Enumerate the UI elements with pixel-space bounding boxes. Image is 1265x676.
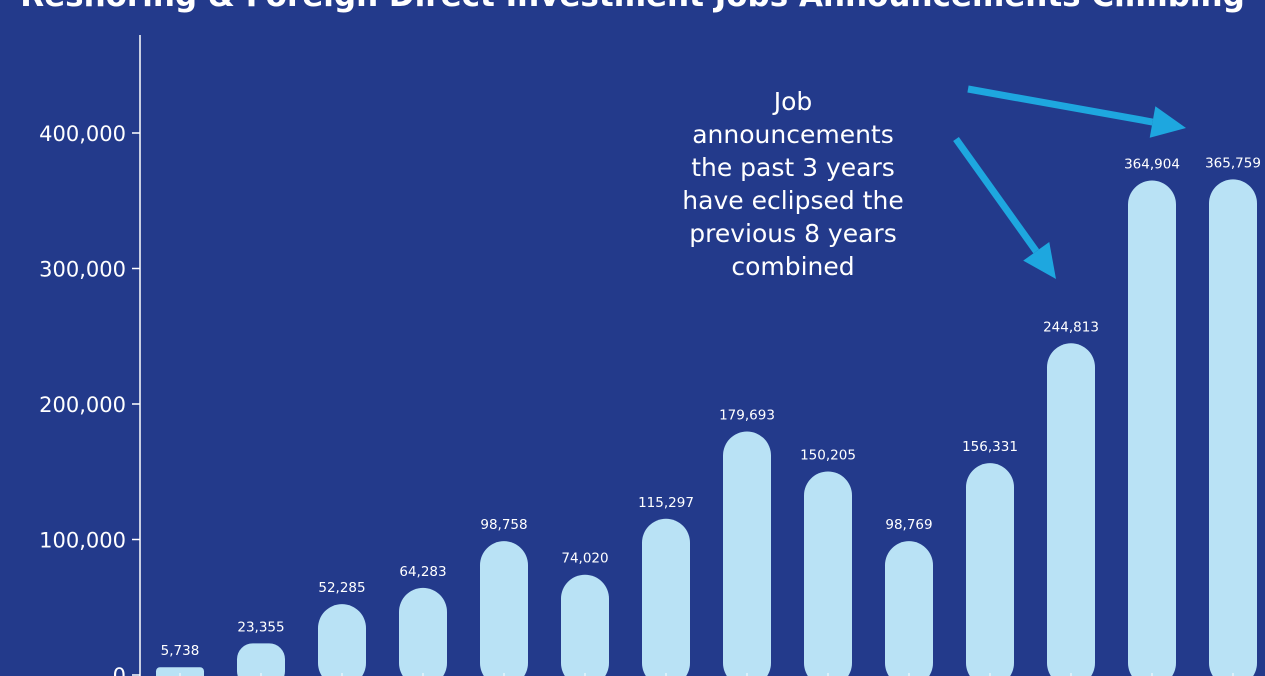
bar (237, 643, 285, 676)
chart-title: Reshoring & Foreign Direct Investment Jo… (0, 0, 1265, 14)
data-label: 156,331 (962, 439, 1018, 455)
bar (561, 574, 609, 676)
y-tick-label: 300,000 (39, 258, 126, 282)
data-label: 244,813 (1043, 319, 1099, 335)
bar (885, 541, 933, 676)
annotation: Job announcements the past 3 years have ecl… (682, 87, 903, 281)
arrow-icon (967, 85, 1186, 138)
y-tick-label: 0 (113, 664, 126, 676)
arrow-icon (953, 136, 1056, 279)
data-label: 52,285 (318, 580, 365, 596)
data-label: 179,693 (719, 408, 775, 424)
bar (399, 587, 447, 676)
bar (318, 604, 366, 676)
annotation-line: previous 8 years (689, 219, 896, 248)
bar (156, 667, 204, 676)
data-labels: 5,738 23,355 52,285 64,283 98,758 74,020 115,2… (161, 155, 1261, 659)
annotation-line: the past 3 years (691, 153, 895, 182)
data-label: 23,355 (237, 619, 284, 635)
data-label: 98,758 (480, 517, 527, 533)
y-axis: 0 100,000 200,000 300,000 400,000 (39, 35, 141, 676)
bar (480, 541, 528, 676)
annotation-line: have eclipsed the (682, 186, 903, 215)
bar (1209, 179, 1257, 676)
y-tick-label: 100,000 (39, 529, 126, 553)
data-label: 365,759 (1205, 155, 1261, 171)
data-label: 98,769 (885, 517, 932, 533)
data-label: 74,020 (561, 551, 608, 567)
annotation-line: announcements (692, 120, 894, 149)
y-tick-label: 400,000 (39, 122, 126, 146)
data-label: 364,904 (1124, 157, 1180, 173)
bar (804, 471, 852, 676)
bar (966, 463, 1014, 676)
bar (642, 518, 690, 676)
annotation-line: combined (731, 252, 854, 281)
data-label: 64,283 (399, 564, 446, 580)
bar (1047, 343, 1095, 676)
annotation-arrows (953, 85, 1186, 279)
data-label: 115,297 (638, 495, 694, 511)
bar (723, 431, 771, 676)
bar (1128, 180, 1176, 676)
bars (156, 179, 1257, 676)
data-label: 5,738 (161, 643, 200, 659)
annotation-line: Job (772, 87, 813, 116)
y-tick-label: 200,000 (39, 393, 126, 417)
data-label: 150,205 (800, 447, 856, 463)
